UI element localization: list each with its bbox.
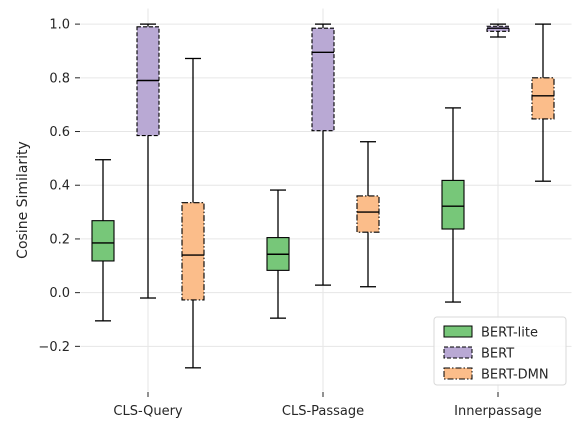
legend-label-bert-dmn: BERT-DMN <box>481 368 549 383</box>
box-iqr <box>311 27 335 132</box>
y-tick-label: 0.4 <box>49 179 70 194</box>
box-iqr <box>531 77 555 120</box>
legend: BERT-lite BERT BERT-DMN <box>433 316 567 386</box>
y-tick-label: 1.0 <box>49 18 70 33</box>
box-bert-lite-innerpassage <box>441 107 465 303</box>
box-bert-dmn-cls-query <box>181 57 205 369</box>
box-bert-dmn-cls-passage <box>356 141 380 288</box>
box-iqr <box>91 220 115 262</box>
box-bert-lite-cls-query <box>91 159 115 322</box>
legend-label-bert-lite: BERT-lite <box>481 326 538 341</box>
box-plot-series <box>79 7 573 393</box>
y-axis-label: Cosine Similarity <box>15 141 31 259</box>
x-tick-label: CLS-Query <box>113 404 183 419</box>
box-bert-lite-cls-passage <box>266 189 290 319</box>
box-bert-cls-query <box>136 23 160 299</box>
y-tick-label: 0.6 <box>49 125 70 140</box>
legend-swatch-bert-dmn <box>443 367 473 380</box>
y-axis-ticks: −0.2 0.0 0.2 0.4 0.6 0.8 1.0 <box>38 18 80 355</box>
y-tick-label: 0.0 <box>49 286 70 301</box>
box-bert-dmn-innerpassage <box>531 23 555 182</box>
box-iqr <box>181 202 205 301</box>
legend-label-bert: BERT <box>481 347 514 362</box>
x-axis-ticks: CLS-Query CLS-Passage Innerpassage <box>113 392 542 419</box>
y-tick-label: 0.2 <box>49 232 70 247</box>
box-iqr <box>441 179 465 230</box>
x-tick-label: CLS-Passage <box>282 404 364 419</box>
box-iqr <box>356 195 380 233</box>
legend-swatch-bert-lite <box>443 325 473 338</box>
y-tick-label: −0.2 <box>38 340 70 355</box>
y-tick-label: 0.8 <box>49 71 70 86</box>
legend-swatch-bert <box>443 346 473 359</box>
box-bert-innerpassage <box>486 23 510 38</box>
box-bert-cls-passage <box>311 23 335 286</box>
x-tick-label: Innerpassage <box>454 404 542 419</box>
